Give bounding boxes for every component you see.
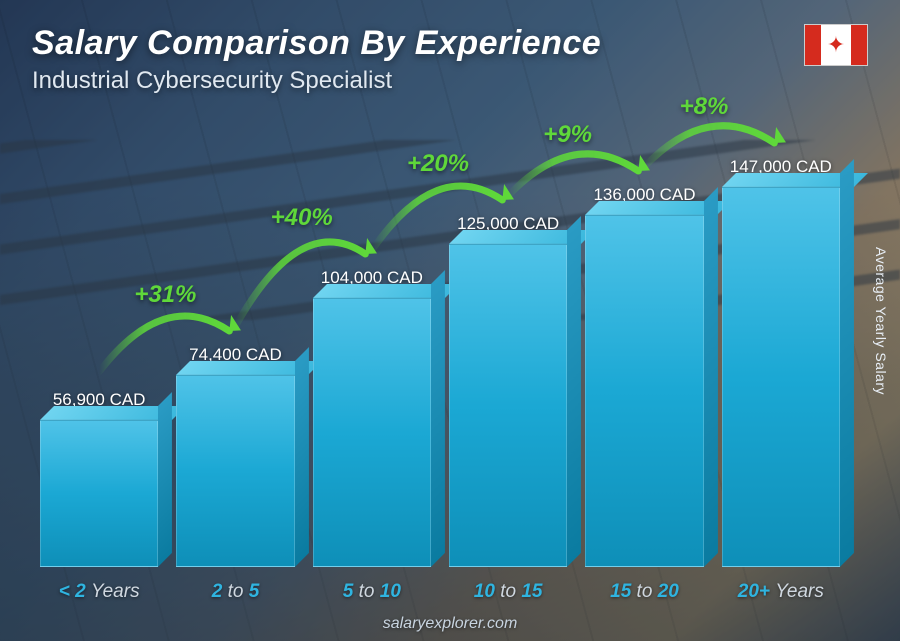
- y-axis-label: Average Yearly Salary: [873, 221, 889, 421]
- bar-3d: [585, 215, 703, 567]
- bar-3d: [40, 420, 158, 567]
- flag-band-right: [851, 25, 867, 65]
- bar-group: 56,900 CAD: [40, 390, 158, 567]
- bar-3d: [722, 187, 840, 567]
- bar-front-face: [313, 298, 431, 567]
- bar-3d: [313, 298, 431, 567]
- bar-group: 104,000 CAD: [313, 268, 431, 567]
- maple-leaf-icon: ✦: [827, 34, 845, 56]
- x-axis-category: 10 to 15: [449, 581, 567, 603]
- x-axis-category: 5 to 10: [313, 581, 431, 603]
- bar-3d: [176, 375, 294, 567]
- flag-band-left: [805, 25, 821, 65]
- x-axis-category: 2 to 5: [176, 581, 294, 603]
- bar-side-face: [704, 187, 718, 567]
- page-subtitle: Industrial Cybersecurity Specialist: [32, 67, 868, 95]
- bar-side-face: [431, 270, 445, 567]
- header: Salary Comparison By Experience Industri…: [32, 24, 868, 95]
- footer-attribution: salaryexplorer.com: [0, 615, 900, 633]
- flag-band-center: ✦: [821, 25, 851, 65]
- bar-group: 136,000 CAD: [585, 185, 703, 567]
- x-axis-category: 15 to 20: [585, 581, 703, 603]
- bar-group: 125,000 CAD: [449, 214, 567, 567]
- bar-front-face: [449, 244, 567, 567]
- bar-group: 147,000 CAD: [722, 157, 840, 567]
- salary-bar-chart: 56,900 CAD 74,400 CAD 104,000 CAD 125,00…: [40, 107, 840, 567]
- country-flag-canada: ✦: [804, 24, 868, 66]
- page-title: Salary Comparison By Experience: [32, 24, 868, 63]
- bar-side-face: [295, 347, 309, 567]
- bar-group: 74,400 CAD: [176, 345, 294, 567]
- bar-side-face: [840, 159, 854, 567]
- bar-front-face: [722, 187, 840, 567]
- x-axis-category: 20+ Years: [722, 581, 840, 603]
- x-axis-labels: < 2 Years 2 to 5 5 to 10 10 to 15 15 to 20 20…: [40, 581, 840, 603]
- bar-front-face: [176, 375, 294, 567]
- bar-3d: [449, 244, 567, 567]
- bar-side-face: [158, 392, 172, 567]
- bar-front-face: [585, 215, 703, 567]
- bar-side-face: [567, 216, 581, 567]
- bar-front-face: [40, 420, 158, 567]
- x-axis-category: < 2 Years: [40, 581, 158, 603]
